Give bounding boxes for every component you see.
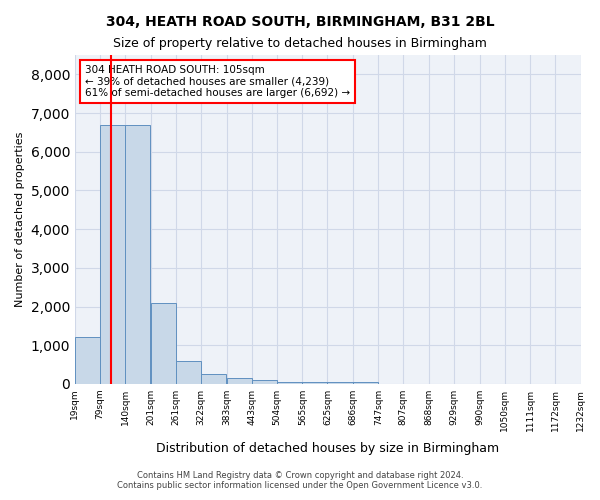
Bar: [227, 378, 251, 384]
Bar: [151, 302, 176, 384]
Bar: [100, 124, 125, 384]
Bar: [302, 382, 328, 384]
Text: 304 HEATH ROAD SOUTH: 105sqm
← 39% of detached houses are smaller (4,239)
61% of: 304 HEATH ROAD SOUTH: 105sqm ← 39% of de…: [85, 65, 350, 98]
X-axis label: Distribution of detached houses by size in Birmingham: Distribution of detached houses by size …: [156, 442, 499, 455]
Bar: [75, 338, 100, 384]
Bar: [277, 382, 302, 384]
Bar: [251, 380, 277, 384]
Text: Contains HM Land Registry data © Crown copyright and database right 2024.
Contai: Contains HM Land Registry data © Crown c…: [118, 470, 482, 490]
Bar: [176, 360, 201, 384]
Y-axis label: Number of detached properties: Number of detached properties: [15, 132, 25, 307]
Bar: [353, 382, 378, 384]
Bar: [125, 124, 151, 384]
Text: Size of property relative to detached houses in Birmingham: Size of property relative to detached ho…: [113, 38, 487, 51]
Bar: [328, 382, 353, 384]
Text: 304, HEATH ROAD SOUTH, BIRMINGHAM, B31 2BL: 304, HEATH ROAD SOUTH, BIRMINGHAM, B31 2…: [106, 15, 494, 29]
Bar: [201, 374, 226, 384]
